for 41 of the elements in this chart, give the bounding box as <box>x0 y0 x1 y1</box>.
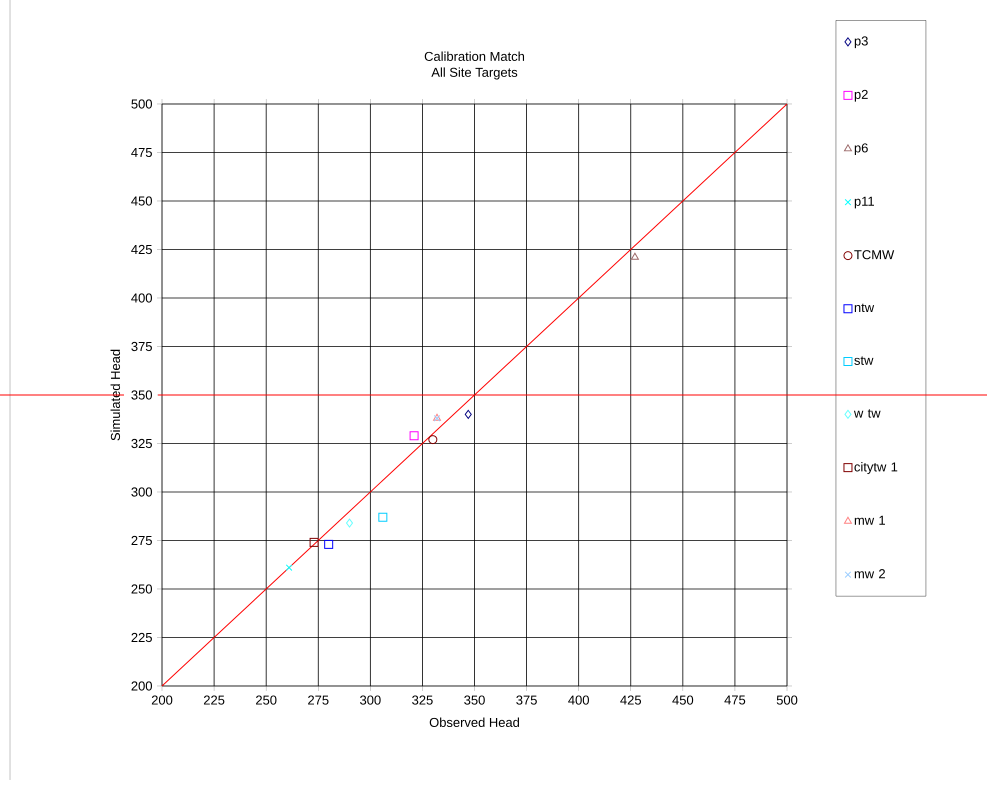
x-tick-label: 200 <box>152 695 172 705</box>
y-tick-label: 425 <box>131 244 152 254</box>
legend-label: stw <box>854 356 874 365</box>
y-tick-label: 450 <box>131 196 152 206</box>
y-tick-label: 200 <box>132 681 152 691</box>
y-tick-label: 225 <box>132 632 152 642</box>
y-tick-label: 275 <box>132 536 152 546</box>
x-tick-label: 325 <box>412 695 433 705</box>
x-tick-label: 275 <box>308 695 329 705</box>
x-tick-label: 225 <box>204 695 224 705</box>
x-tick-label: 300 <box>360 695 381 705</box>
x-tick-label: 500 <box>776 695 798 705</box>
legend-label: p6 <box>854 143 868 156</box>
legend-label: mw 1 <box>854 516 885 525</box>
legend-label: p2 <box>854 90 868 102</box>
x-tick-label: 425 <box>620 695 642 705</box>
y-tick-label: 325 <box>131 438 152 448</box>
chart-title: Calibration Match <box>424 51 524 61</box>
y-axis-title: Simulated Head <box>110 350 120 440</box>
x-tick-label: 350 <box>464 695 485 705</box>
y-tick-label: 500 <box>131 99 152 109</box>
legend-label: citytw 1 <box>854 462 898 474</box>
y-tick-label: 250 <box>132 584 152 594</box>
x-tick-label: 400 <box>568 695 589 705</box>
y-tick-label: 300 <box>131 487 152 497</box>
chart-subtitle: All Site Targets <box>431 67 518 80</box>
x-tick-label: 250 <box>256 695 276 705</box>
x-tick-label: 450 <box>672 695 694 705</box>
legend-label: w tw <box>854 409 881 418</box>
y-tick-label: 350 <box>131 390 152 400</box>
legend-label: p11 <box>854 196 874 208</box>
x-axis-title: Observed Head <box>430 717 520 728</box>
legend-label: TCMW <box>854 250 894 260</box>
y-tick-label: 475 <box>131 148 152 157</box>
y-tick-label: 375 <box>131 342 152 352</box>
legend-label: mw 2 <box>854 569 885 578</box>
legend-label: ntw <box>854 304 874 312</box>
x-tick-label: 475 <box>724 696 746 705</box>
x-tick-label: 375 <box>516 695 537 705</box>
y-tick-label: 400 <box>131 293 152 303</box>
legend-label: p3 <box>854 36 868 48</box>
